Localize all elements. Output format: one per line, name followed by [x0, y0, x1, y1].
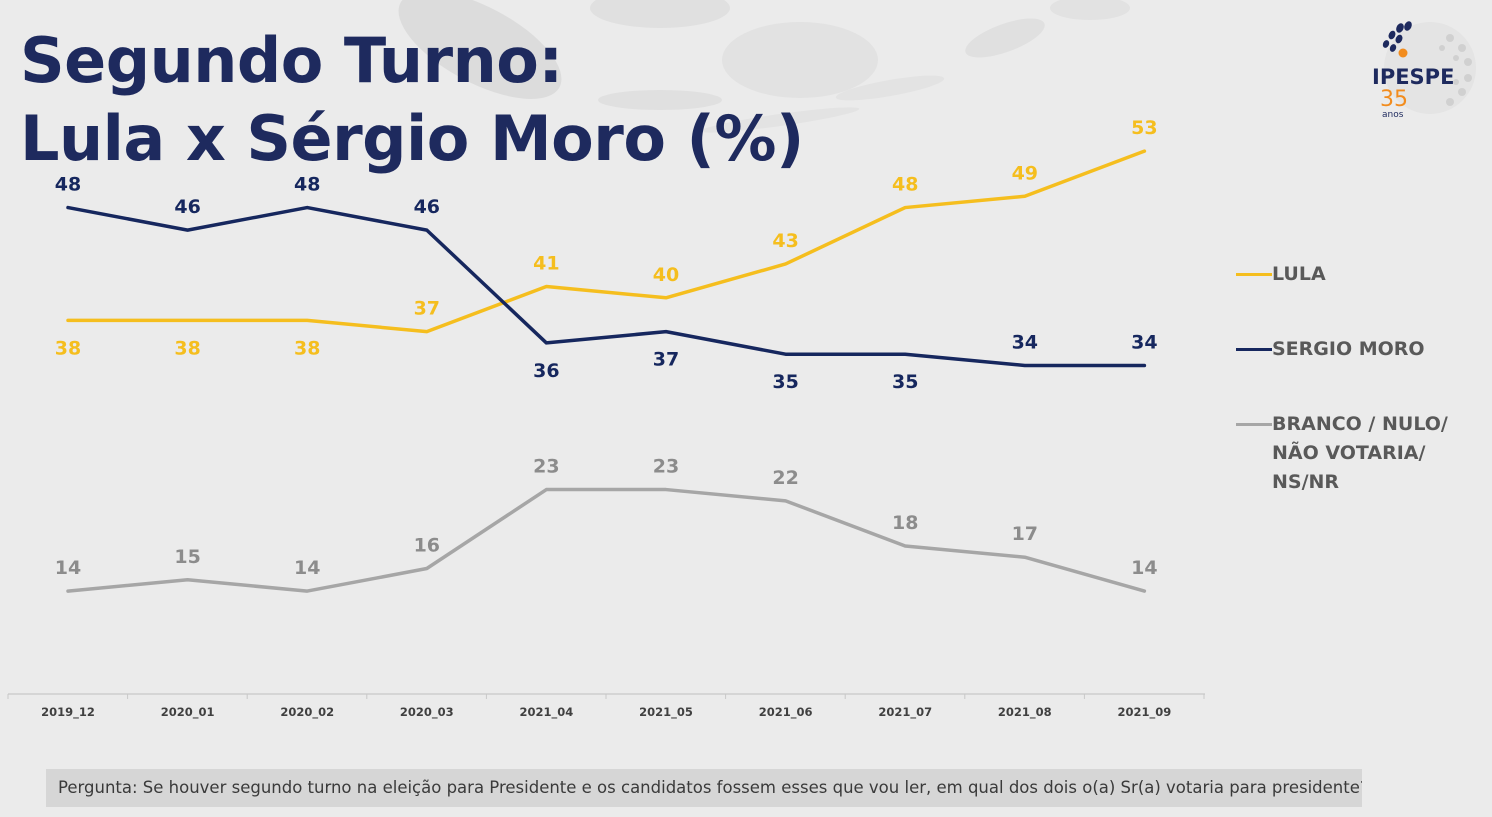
data-label-lula: 41 — [533, 253, 559, 275]
data-label-branco: 15 — [174, 546, 200, 568]
series-line-lula — [66, 149, 1147, 334]
data-label-branco: 17 — [1012, 523, 1038, 545]
logo-years: 35 — [1380, 87, 1408, 112]
ipespe-logo: IPESPE 35 anos — [1372, 21, 1476, 120]
data-label-lula: 49 — [1012, 162, 1038, 184]
series-lines — [66, 149, 1147, 593]
x-tick-label: 2020_01 — [161, 705, 215, 720]
data-label-branco: 23 — [533, 456, 559, 478]
legend-item-moro: SERGIO MORO — [1236, 335, 1462, 364]
x-axis: 2019_12 2020_01 2020_02 2020_03 2021_04 2021_… — [7, 693, 1205, 720]
data-label-branco: 23 — [653, 456, 679, 478]
x-tick-label: 2021_09 — [1118, 705, 1172, 720]
legend-label-branco: BRANCO / NULO/NÃO VOTARIA/NS/NR — [1272, 410, 1462, 497]
legend-label-moro: SERGIO MORO — [1272, 335, 1462, 364]
data-label-branco: 14 — [1131, 557, 1157, 579]
x-tick-label: 2021_08 — [998, 705, 1052, 720]
legend-label-line: LULA — [1272, 263, 1326, 285]
data-label-moro: 46 — [414, 196, 440, 218]
page-title-line-2: Lula x Sérgio Moro (%) — [20, 102, 804, 175]
data-label-lula: 38 — [294, 337, 320, 359]
data-label-lula: 38 — [174, 337, 200, 359]
legend-label-lula: LULA — [1272, 260, 1462, 289]
x-tick-label: 2021_07 — [878, 705, 932, 720]
x-tick-label: 2020_02 — [280, 705, 334, 720]
data-label-moro: 34 — [1131, 331, 1157, 353]
data-label-branco: 14 — [55, 557, 81, 579]
line-chart: 2019_12 2020_01 2020_02 2020_03 2021_04 2021_… — [7, 117, 1205, 720]
data-label-lula: 53 — [1131, 117, 1157, 139]
data-label-branco: 18 — [892, 512, 918, 534]
data-label-lula: 40 — [653, 264, 679, 286]
legend-item-lula: LULA — [1236, 260, 1462, 289]
legend-swatch-lula — [1236, 273, 1272, 276]
data-label-moro: 35 — [772, 371, 798, 393]
data-label-moro: 37 — [653, 349, 679, 371]
legend-label-line: SERGIO MORO — [1272, 338, 1425, 360]
legend-item-branco: BRANCO / NULO/NÃO VOTARIA/NS/NR — [1236, 410, 1462, 497]
x-tick-label: 2021_06 — [759, 705, 813, 720]
legend-label-line: BRANCO / NULO/ — [1272, 413, 1448, 435]
data-label-moro: 36 — [533, 360, 559, 382]
x-tick-label: 2019_12 — [41, 705, 95, 720]
legend-label-line: NÃO VOTARIA/ — [1272, 442, 1426, 464]
x-tick-label: 2021_05 — [639, 705, 693, 720]
x-tick-label: 2020_03 — [400, 705, 454, 720]
series-line-branco — [66, 487, 1147, 593]
data-label-branco: 14 — [294, 557, 320, 579]
data-label-lula: 43 — [772, 230, 798, 252]
logo-years-label: anos — [1382, 110, 1404, 120]
logo-brand: IPESPE — [1372, 65, 1454, 89]
data-labels: 38 38 38 37 41 40 43 48 49 53 48 46 48 46 36 37 35 35 34 34… — [55, 117, 1158, 579]
data-label-moro: 34 — [1012, 331, 1038, 353]
data-label-branco: 16 — [414, 535, 440, 557]
x-tick-label: 2021_04 — [520, 705, 574, 720]
data-label-lula: 48 — [892, 174, 918, 196]
question-footer: Pergunta: Se houver segundo turno na ele… — [46, 769, 1362, 807]
data-label-lula: 38 — [55, 337, 81, 359]
data-label-branco: 22 — [772, 467, 798, 489]
series-line-moro — [66, 205, 1147, 368]
page-title-line-1: Segundo Turno: — [20, 24, 563, 97]
data-label-moro: 46 — [174, 196, 200, 218]
data-label-lula: 37 — [414, 298, 440, 320]
legend-swatch-branco — [1236, 423, 1272, 426]
data-label-moro: 48 — [55, 174, 81, 196]
data-label-moro: 48 — [294, 174, 320, 196]
page-title: Segundo Turno: Lula x Sérgio Moro (%) — [20, 22, 804, 178]
legend-swatch-moro — [1236, 348, 1272, 351]
legend-label-line: NS/NR — [1272, 471, 1340, 493]
data-label-moro: 35 — [892, 371, 918, 393]
